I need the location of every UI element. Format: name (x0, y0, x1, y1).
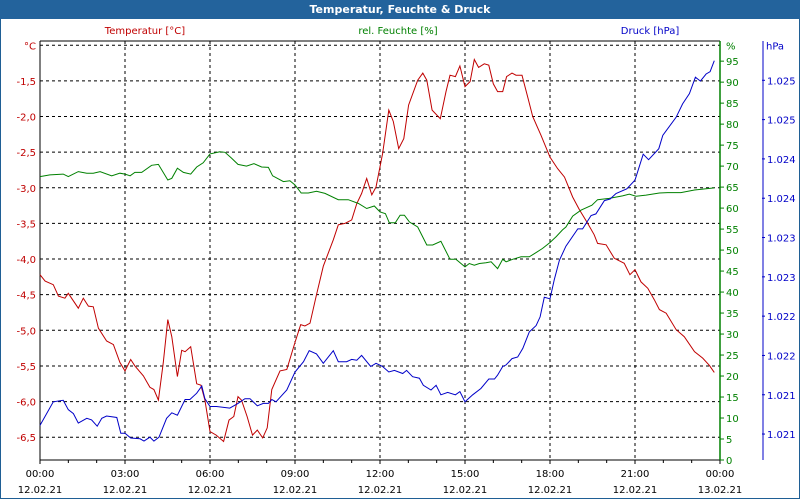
chart-title: Temperatur, Feuchte & Druck (0, 0, 800, 19)
temperature-unit-label: °C (24, 41, 36, 52)
series-line-temperature (39, 58, 715, 443)
x-tick-time: 06:00 (196, 469, 225, 480)
pressure-tick-label: 1.023 (767, 273, 796, 284)
series-line-humidity (39, 151, 715, 270)
humidity-tick-label: 20 (726, 372, 739, 383)
temperature-tick-label: -3,5 (16, 219, 36, 230)
humidity-tick-label: 70 (726, 162, 739, 173)
pressure-tick-label: 1.023 (767, 234, 796, 245)
x-tick-time: 21:00 (621, 469, 650, 480)
x-tick-time: 03:00 (111, 469, 140, 480)
humidity-tick-label: 35 (726, 309, 739, 320)
series-header-humidity: rel. Feuchte [%] (358, 26, 437, 37)
humidity-tick-label: 85 (726, 99, 739, 110)
temperature-tick-label: -1,5 (16, 77, 36, 88)
humidity-tick-label: 10 (726, 414, 739, 425)
humidity-unit-label: % (726, 41, 736, 52)
temperature-tick-label: -5,0 (16, 326, 36, 337)
x-tick-time: 18:00 (536, 469, 565, 480)
series-line-pressure (39, 60, 715, 442)
x-tick-date: 13.02.21 (698, 485, 743, 496)
x-tick-date: 12.02.21 (443, 485, 488, 496)
humidity-tick-label: 5 (726, 435, 732, 446)
x-tick-date: 12.02.21 (273, 485, 318, 496)
humidity-tick-label: 90 (726, 78, 739, 89)
humidity-tick-label: 0 (726, 456, 732, 467)
x-tick-date: 12.02.21 (358, 485, 403, 496)
x-tick-date: 12.02.21 (103, 485, 148, 496)
x-tick-time: 15:00 (451, 469, 480, 480)
series-header-temperature: Temperatur [°C] (104, 26, 185, 37)
humidity-tick-label: 55 (726, 225, 739, 236)
pressure-tick-label: 1.021 (767, 391, 796, 402)
pressure-tick-label: 1.021 (767, 430, 796, 441)
x-tick-time: 00:00 (706, 469, 735, 480)
humidity-tick-label: 75 (726, 141, 739, 152)
x-tick-date: 12.02.21 (188, 485, 233, 496)
pressure-tick-label: 1.022 (767, 351, 796, 362)
x-tick-date: 12.02.21 (528, 485, 573, 496)
pressure-unit-label: hPa (766, 41, 784, 52)
temperature-tick-label: -4,5 (16, 291, 36, 302)
humidity-tick-label: 30 (726, 330, 739, 341)
humidity-tick-label: 80 (726, 120, 739, 131)
temperature-tick-label: -6,0 (16, 398, 36, 409)
humidity-tick-label: 60 (726, 204, 739, 215)
temperature-tick-label: -5,5 (16, 362, 36, 373)
pressure-tick-label: 1.024 (767, 194, 796, 205)
humidity-tick-label: 40 (726, 288, 739, 299)
pressure-tick-label: 1.024 (767, 155, 796, 166)
temperature-tick-label: -3,0 (16, 184, 36, 195)
x-tick-time: 00:00 (26, 469, 55, 480)
temperature-tick-label: -4,0 (16, 255, 36, 266)
humidity-tick-label: 15 (726, 393, 739, 404)
temperature-tick-label: -2,0 (16, 113, 36, 124)
humidity-tick-label: 25 (726, 351, 739, 362)
x-tick-date: 12.02.21 (18, 485, 63, 496)
x-tick-date: 12.02.21 (613, 485, 658, 496)
pressure-tick-label: 1.025 (767, 76, 796, 87)
temperature-tick-label: -2,5 (16, 148, 36, 159)
humidity-tick-label: 95 (726, 57, 739, 68)
x-tick-time: 12:00 (366, 469, 395, 480)
humidity-tick-label: 65 (726, 183, 739, 194)
series-header-pressure: Druck [hPa] (621, 26, 680, 37)
temperature-tick-label: -6,5 (16, 433, 36, 444)
humidity-tick-label: 45 (726, 267, 739, 278)
pressure-tick-label: 1.022 (767, 312, 796, 323)
pressure-tick-label: 1.025 (767, 116, 796, 127)
x-tick-time: 09:00 (281, 469, 310, 480)
humidity-tick-label: 50 (726, 246, 739, 257)
